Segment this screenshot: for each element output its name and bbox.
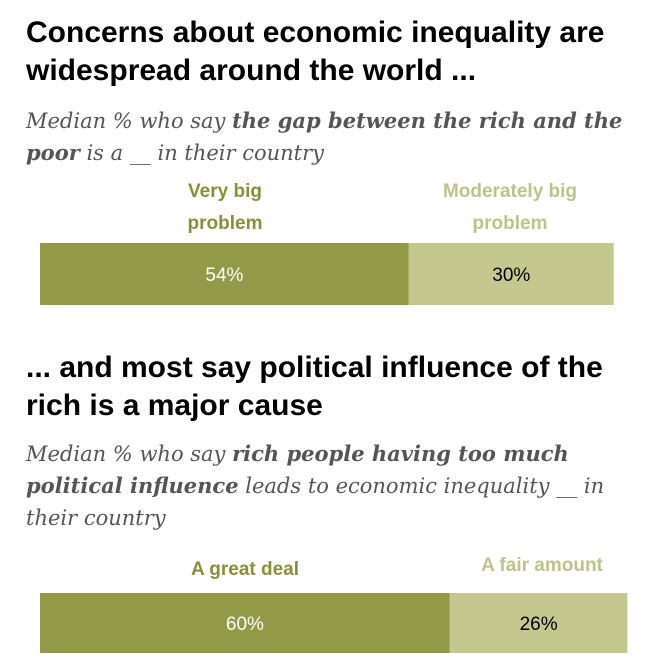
subtitle-1: Median % who say the gap between the ric…: [26, 105, 626, 169]
chart-1-value-label-0: 54%: [205, 265, 243, 286]
category-label-a-great-deal: A great deal: [190, 559, 300, 580]
subtitle-2-part-1: rich people having too much political in…: [26, 441, 569, 498]
chart-2-value-label-1: 26%: [520, 614, 558, 635]
subtitle-2-part-0: Median % who say: [26, 442, 233, 466]
title-2: ... and most say political influence of …: [26, 351, 603, 422]
chart-1-bar-1: [408, 243, 614, 305]
title-1: Concerns about economic inequality are w…: [26, 16, 605, 87]
chart-2-bar-1: [449, 593, 628, 653]
chart-2: 60% 26%: [40, 593, 640, 653]
chart-1-bar-0: [40, 243, 409, 305]
subtitle-1-part-1: the gap between the rich and the poor: [26, 108, 623, 165]
subtitle-2-part-2: leads to economic inequality __ in their…: [26, 474, 605, 530]
subtitle-1-part-2: is a __ in their country: [79, 141, 325, 165]
chart-1: 54% 30%: [40, 243, 640, 305]
chart-1-value-label-1: 30%: [492, 265, 530, 286]
subtitle-2: Median % who say rich people having too …: [26, 438, 616, 534]
subtitle-1-part-0: Median % who say: [26, 109, 233, 133]
category-label-very-big-problem: Very big problem: [187, 181, 263, 234]
chart-2-value-label-0: 60%: [226, 614, 264, 635]
category-label-moderately-big-problem: Moderately big problem: [442, 181, 578, 234]
chart-2-bar-0: [40, 593, 450, 653]
category-label-a-fair-amount: A fair amount: [481, 555, 603, 576]
